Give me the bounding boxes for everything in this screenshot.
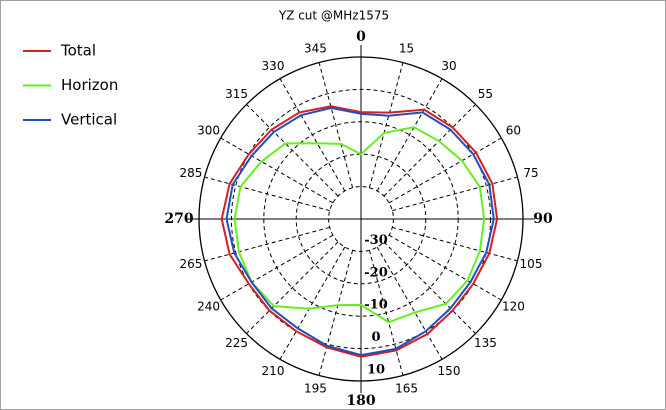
theta-tick-label: 210 — [262, 364, 285, 378]
theta-tick-label: 330 — [262, 59, 285, 73]
theta-tick-label: 265 — [180, 257, 203, 271]
spoke — [318, 62, 354, 188]
legend-label: Vertical — [61, 111, 117, 129]
spoke — [392, 226, 518, 262]
r-tick-label: -10 — [364, 298, 388, 313]
spoke — [368, 250, 404, 376]
series-line — [233, 126, 486, 324]
spoke — [246, 241, 339, 334]
spoke — [376, 78, 443, 192]
spoke — [204, 226, 330, 262]
theta-tick-label: 75 — [523, 166, 538, 180]
theta-tick-label: 0 — [356, 29, 366, 45]
spoke — [383, 241, 476, 334]
theta-tick-label: 55 — [478, 87, 493, 101]
spoke — [388, 234, 502, 301]
spoke — [388, 137, 502, 204]
r-tick-label: 0 — [371, 330, 380, 345]
theta-tick-label: 225 — [225, 336, 248, 350]
theta-tick-label: 105 — [520, 257, 543, 271]
theta-tick-label: 120 — [502, 300, 525, 314]
series-line — [220, 105, 499, 358]
legend-label: Horizon — [61, 76, 118, 94]
spoke — [383, 104, 476, 197]
spoke — [279, 78, 346, 192]
theta-tick-label: 195 — [304, 382, 327, 396]
legend-label: Total — [60, 42, 96, 60]
theta-tick-label: 15 — [399, 41, 414, 55]
spoke — [204, 176, 330, 212]
theta-tick-label: 90 — [533, 211, 553, 227]
spoke — [246, 104, 339, 197]
spoke — [318, 250, 354, 376]
chart-title: YZ cut @MHz1575 — [278, 9, 389, 23]
theta-tick-label: 345 — [304, 41, 327, 55]
series-line — [225, 106, 495, 357]
spoke — [220, 137, 334, 204]
theta-tick-label: 240 — [197, 300, 220, 314]
theta-tick-label: 270 — [164, 211, 193, 227]
theta-tick-label: 180 — [346, 393, 375, 409]
theta-tick-label: 315 — [225, 87, 248, 101]
theta-tick-label: 135 — [474, 336, 497, 350]
spoke — [392, 176, 518, 212]
theta-tick-label: 60 — [506, 124, 521, 138]
r-tick-label: 10 — [367, 363, 385, 378]
spoke — [279, 246, 346, 360]
r-tick-label: -30 — [364, 233, 388, 248]
theta-tick-label: 165 — [395, 382, 418, 396]
theta-tick-label: 150 — [438, 364, 461, 378]
theta-tick-label: 285 — [180, 166, 203, 180]
spoke — [220, 234, 334, 301]
theta-tick-label: 30 — [441, 59, 456, 73]
spoke — [368, 62, 404, 188]
r-tick-label: -20 — [364, 265, 388, 280]
spoke — [376, 246, 443, 360]
theta-tick-label: 300 — [197, 124, 220, 138]
